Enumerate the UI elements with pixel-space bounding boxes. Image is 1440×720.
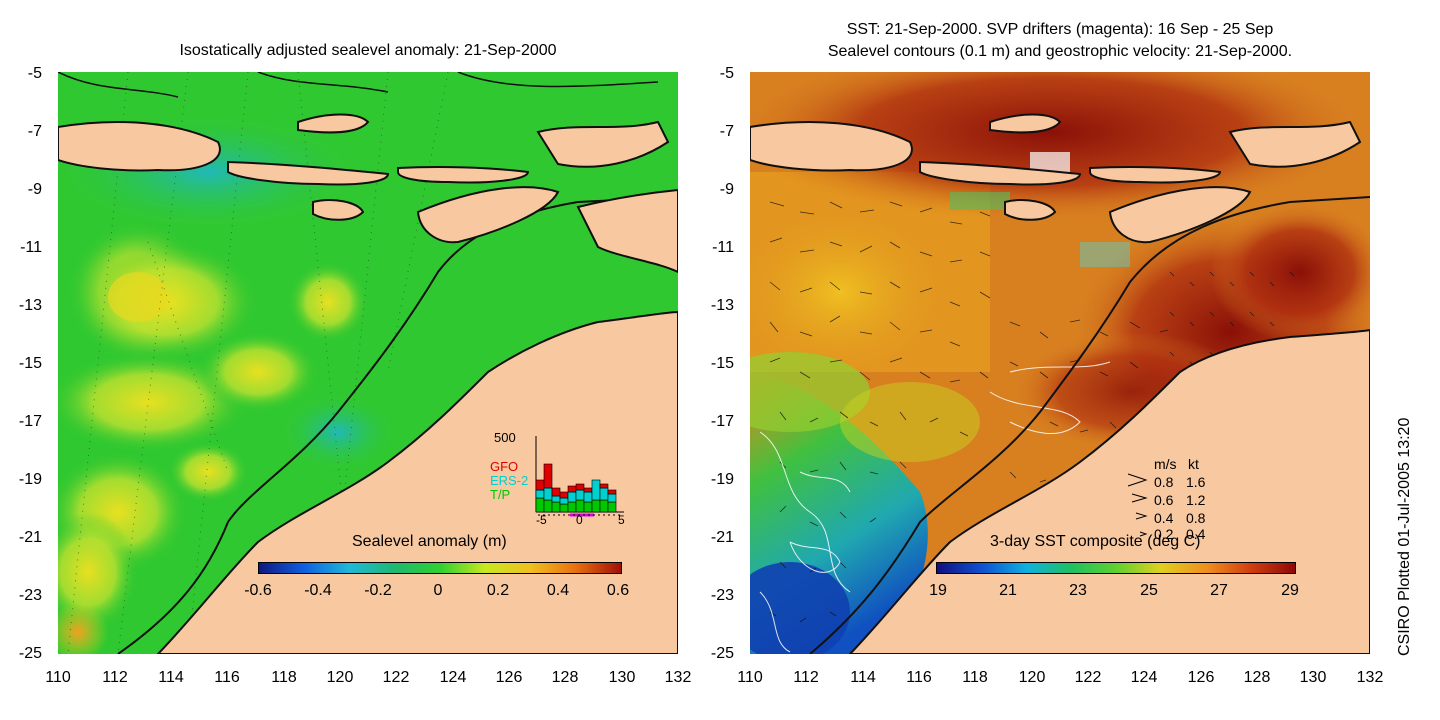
left-cb-tick: 0 <box>433 582 443 599</box>
left-xtick: 132 <box>664 669 692 686</box>
left-colorbar-label: Sealevel anomaly (m) <box>352 533 507 550</box>
legend-ms-value: 0.4 <box>1154 510 1174 526</box>
legend-kt-value: 1.2 <box>1186 492 1206 508</box>
right-ytick: -13 <box>710 297 734 314</box>
right-cb-tick: 23 <box>1069 582 1087 599</box>
legend-ms-value: 0.2 <box>1154 526 1174 542</box>
left-xtick: 118 <box>271 669 297 686</box>
right-ytick: -21 <box>710 529 734 546</box>
left-xtick: 124 <box>439 669 467 686</box>
left-ytick: -15 <box>18 355 42 372</box>
right-cb-tick: 29 <box>1281 582 1299 599</box>
right-colorbar-label: 3-day SST composite (deg C) <box>990 533 1201 550</box>
sealevel-contours <box>759 361 1111 653</box>
histogram-bars <box>535 463 617 513</box>
legend-kt-value: 0.8 <box>1186 510 1206 526</box>
left-ytick: -21 <box>18 529 42 546</box>
right-cb-tick: 25 <box>1140 582 1158 599</box>
left-xtick: 112 <box>102 669 128 686</box>
legend-header-ms: m/s <box>1154 456 1177 472</box>
left-cb-tick: -0.4 <box>304 582 332 599</box>
left-colorbar <box>258 562 622 574</box>
shelf-contour-right <box>809 196 1370 654</box>
right-ytick: -15 <box>710 355 734 372</box>
legend-kt-value: 1.6 <box>1186 474 1206 490</box>
left-xtick: 126 <box>495 669 523 686</box>
right-ytick: -25 <box>710 645 734 662</box>
coastline-detail <box>58 72 659 98</box>
left-xtick: 130 <box>608 669 636 686</box>
right-xtick: 130 <box>1299 669 1327 686</box>
left-cb-tick: 0.2 <box>486 582 510 599</box>
legend-ers2: ERS-2 <box>490 473 529 488</box>
histogram-ymax-label: 500 <box>494 430 516 445</box>
right-ytick: -9 <box>719 181 734 198</box>
right-xtick: 124 <box>1130 669 1158 686</box>
right-xtick: 120 <box>1018 669 1046 686</box>
left-ytick: -9 <box>27 181 42 198</box>
histogram-xtick-max: 5 <box>618 513 625 527</box>
left-sealevel-map <box>58 72 678 654</box>
left-ytick: -23 <box>18 587 42 604</box>
right-ytick: -7 <box>719 123 734 140</box>
legend-ms-value: 0.8 <box>1154 474 1174 490</box>
left-ytick: -19 <box>18 471 42 488</box>
left-ytick: -17 <box>18 413 42 430</box>
left-ytick: -13 <box>18 297 42 314</box>
left-ytick: -7 <box>27 123 42 140</box>
left-ytick: -5 <box>27 65 42 82</box>
right-cb-tick: 19 <box>929 582 947 599</box>
left-cb-tick: 0.4 <box>546 582 570 599</box>
left-ytick: -11 <box>20 239 42 256</box>
right-xtick: 126 <box>1187 669 1215 686</box>
legend-arrows <box>1127 473 1148 537</box>
left-map-title: Isostatically adjusted sealevel anomaly:… <box>179 42 557 59</box>
histogram-xtick-min: -5 <box>536 513 547 527</box>
right-ytick: -23 <box>710 587 734 604</box>
right-xtick: 132 <box>1356 669 1384 686</box>
right-ytick: -5 <box>719 65 734 82</box>
right-xtick: 110 <box>737 669 763 686</box>
right-map-title-line1: SST: 21-Sep-2000. SVP drifters (magenta)… <box>846 21 1274 38</box>
left-cb-tick: 0.6 <box>606 582 630 599</box>
left-xtick: 116 <box>214 669 240 686</box>
plot-credit: CSIRO Plotted 01-Jul-2005 13:20 <box>1396 417 1413 656</box>
legend-kt-value: 0.4 <box>1186 526 1206 542</box>
right-ytick: -17 <box>710 413 734 430</box>
right-cb-tick: 21 <box>999 582 1017 599</box>
right-xtick: 128 <box>1243 669 1271 686</box>
velocity-legend: m/s kt 0.8 1.6 0.6 1.2 0.4 0.8 0.2 0.4 <box>1124 456 1244 542</box>
left-cb-tick: -0.2 <box>364 582 392 599</box>
right-cb-tick: 27 <box>1210 582 1228 599</box>
left-xtick: 122 <box>382 669 410 686</box>
right-map-title-line2: Sealevel contours (0.1 m) and geostrophi… <box>827 43 1293 60</box>
left-map-svg <box>58 72 678 654</box>
right-ytick: -11 <box>712 239 734 256</box>
pass-histogram: 500 GFO ERS-2 T/P -5 0 5 <box>490 428 630 528</box>
legend-gfo: GFO <box>490 459 519 474</box>
right-xtick: 114 <box>850 669 876 686</box>
legend-ms-value: 0.6 <box>1154 492 1174 508</box>
histogram-xtick-zero: 0 <box>576 513 583 527</box>
legend-header-kt: kt <box>1188 456 1199 472</box>
left-cb-tick: -0.6 <box>244 582 272 599</box>
right-ytick: -19 <box>710 471 734 488</box>
left-xtick: 128 <box>551 669 579 686</box>
left-ytick: -25 <box>18 645 42 662</box>
right-xtick: 118 <box>962 669 988 686</box>
histogram-svg <box>535 436 624 517</box>
left-xtick: 110 <box>45 669 71 686</box>
right-xtick: 116 <box>906 669 932 686</box>
left-xtick: 120 <box>326 669 354 686</box>
right-colorbar <box>936 562 1296 574</box>
left-xtick: 114 <box>158 669 184 686</box>
right-xtick: 112 <box>793 669 819 686</box>
legend-tp: T/P <box>490 487 511 502</box>
right-xtick: 122 <box>1074 669 1102 686</box>
